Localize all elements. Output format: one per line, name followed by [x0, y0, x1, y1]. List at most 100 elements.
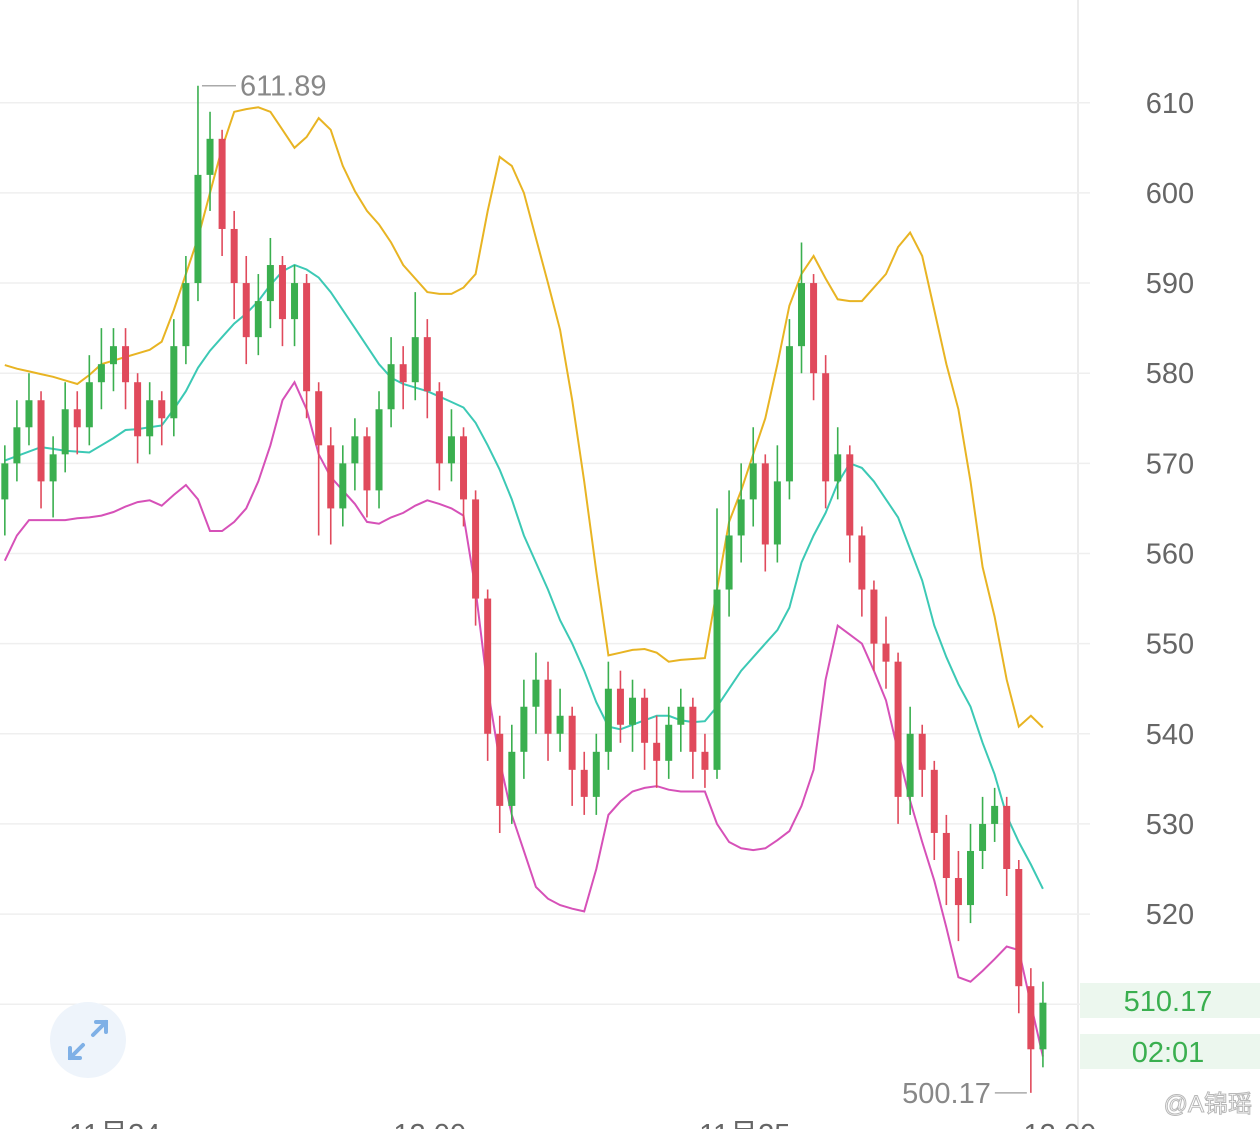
- candle-body: [291, 283, 299, 320]
- countdown-label: 02:01: [1132, 1037, 1205, 1069]
- candle-body: [858, 535, 866, 590]
- candle-body: [508, 751, 516, 806]
- candle-body: [472, 499, 480, 599]
- candle-body: [604, 688, 612, 752]
- candle-body: [665, 724, 673, 761]
- y-tick-label: 580: [1146, 358, 1194, 390]
- candle-body: [49, 454, 57, 482]
- candle-body: [158, 400, 166, 419]
- candle-body: [242, 283, 250, 338]
- candle-body: [713, 589, 721, 770]
- candle-body: [25, 400, 33, 428]
- high-label: 611.89: [240, 71, 327, 103]
- candle-body: [170, 346, 178, 419]
- candle-body: [773, 481, 781, 545]
- y-tick-label: 540: [1146, 719, 1194, 751]
- candle-body: [363, 436, 371, 491]
- candle-body: [194, 174, 202, 284]
- candle-body: [761, 463, 769, 545]
- candle-body: [266, 265, 274, 302]
- candle-body: [146, 400, 154, 437]
- candle-body: [737, 499, 745, 536]
- candle-body: [677, 706, 685, 725]
- candle-body: [122, 346, 130, 383]
- candle-body: [532, 679, 540, 707]
- candle-body: [520, 706, 528, 752]
- candle-body: [423, 337, 431, 392]
- candle-body: [616, 688, 624, 725]
- candle-body: [460, 436, 468, 500]
- candle-body: [85, 382, 93, 428]
- candle-body: [496, 733, 504, 806]
- x-tick-label: 12:00: [1024, 1119, 1097, 1129]
- candle-body: [725, 535, 733, 590]
- expand-icon: [68, 1020, 108, 1060]
- candle-body: [580, 769, 588, 797]
- candle-body: [991, 805, 999, 824]
- candle-body: [629, 697, 637, 725]
- y-tick-label: 520: [1146, 899, 1194, 931]
- candle-body: [327, 445, 335, 509]
- candle-body: [882, 643, 890, 662]
- candle-body: [966, 850, 974, 906]
- candle-body: [930, 769, 938, 833]
- candle-body: [303, 283, 311, 392]
- candle-body: [254, 301, 262, 338]
- candle-body: [870, 589, 878, 644]
- candle-body: [954, 878, 962, 906]
- candle-body: [278, 265, 286, 320]
- candle-body: [339, 463, 347, 509]
- candle-body: [435, 391, 443, 464]
- y-tick-label: 600: [1146, 178, 1194, 210]
- candle-body: [61, 409, 69, 455]
- candle-body: [592, 751, 600, 797]
- candle-body: [894, 661, 902, 797]
- candle-body: [1039, 1002, 1047, 1050]
- candle-body: [834, 454, 842, 482]
- candle-body: [785, 346, 793, 482]
- candle-body: [315, 391, 323, 446]
- candle-body: [918, 733, 926, 770]
- y-tick-label: 560: [1146, 538, 1194, 570]
- candle-body: [1003, 805, 1011, 870]
- candle-body: [701, 751, 709, 770]
- candle-body: [109, 346, 117, 365]
- x-tick-label: 11月25: [699, 1119, 790, 1129]
- middle-band: [4, 263, 1044, 890]
- candle-body: [37, 400, 45, 482]
- countdown-tag: [1080, 1034, 1260, 1069]
- lower-band: [3, 380, 1044, 1057]
- labels: 51052053054055056057058059060061011月2412…: [69, 71, 1260, 1129]
- candle-body: [351, 436, 359, 464]
- candle-body: [411, 337, 419, 383]
- candle-body: [568, 715, 576, 770]
- candle-body: [810, 283, 818, 374]
- candle-body: [73, 409, 81, 428]
- candle-body: [979, 823, 987, 851]
- candle-body: [1, 463, 9, 500]
- candle-body: [447, 436, 455, 464]
- candle-body: [399, 364, 407, 383]
- candle-body: [387, 364, 395, 410]
- candle-body: [653, 742, 661, 761]
- y-tick-label: 530: [1146, 809, 1194, 841]
- candle-body: [846, 454, 854, 536]
- candle-body: [942, 832, 950, 879]
- candle-body: [906, 733, 914, 797]
- candle-body: [544, 679, 552, 734]
- y-tick-label: 550: [1146, 629, 1194, 661]
- candle-body: [206, 138, 214, 175]
- candle-body: [749, 463, 757, 500]
- y-tick-label: 590: [1146, 268, 1194, 300]
- bands: [3, 106, 1044, 1057]
- price-tag-label: 510.17: [1124, 986, 1213, 1018]
- low-label: 500.17: [902, 1078, 991, 1110]
- candle-body: [13, 427, 21, 464]
- expand-button[interactable]: [50, 1002, 126, 1078]
- candle-body: [822, 373, 830, 482]
- y-tick-label: 570: [1146, 448, 1194, 480]
- watermark: @A锦瑶: [1164, 1091, 1252, 1118]
